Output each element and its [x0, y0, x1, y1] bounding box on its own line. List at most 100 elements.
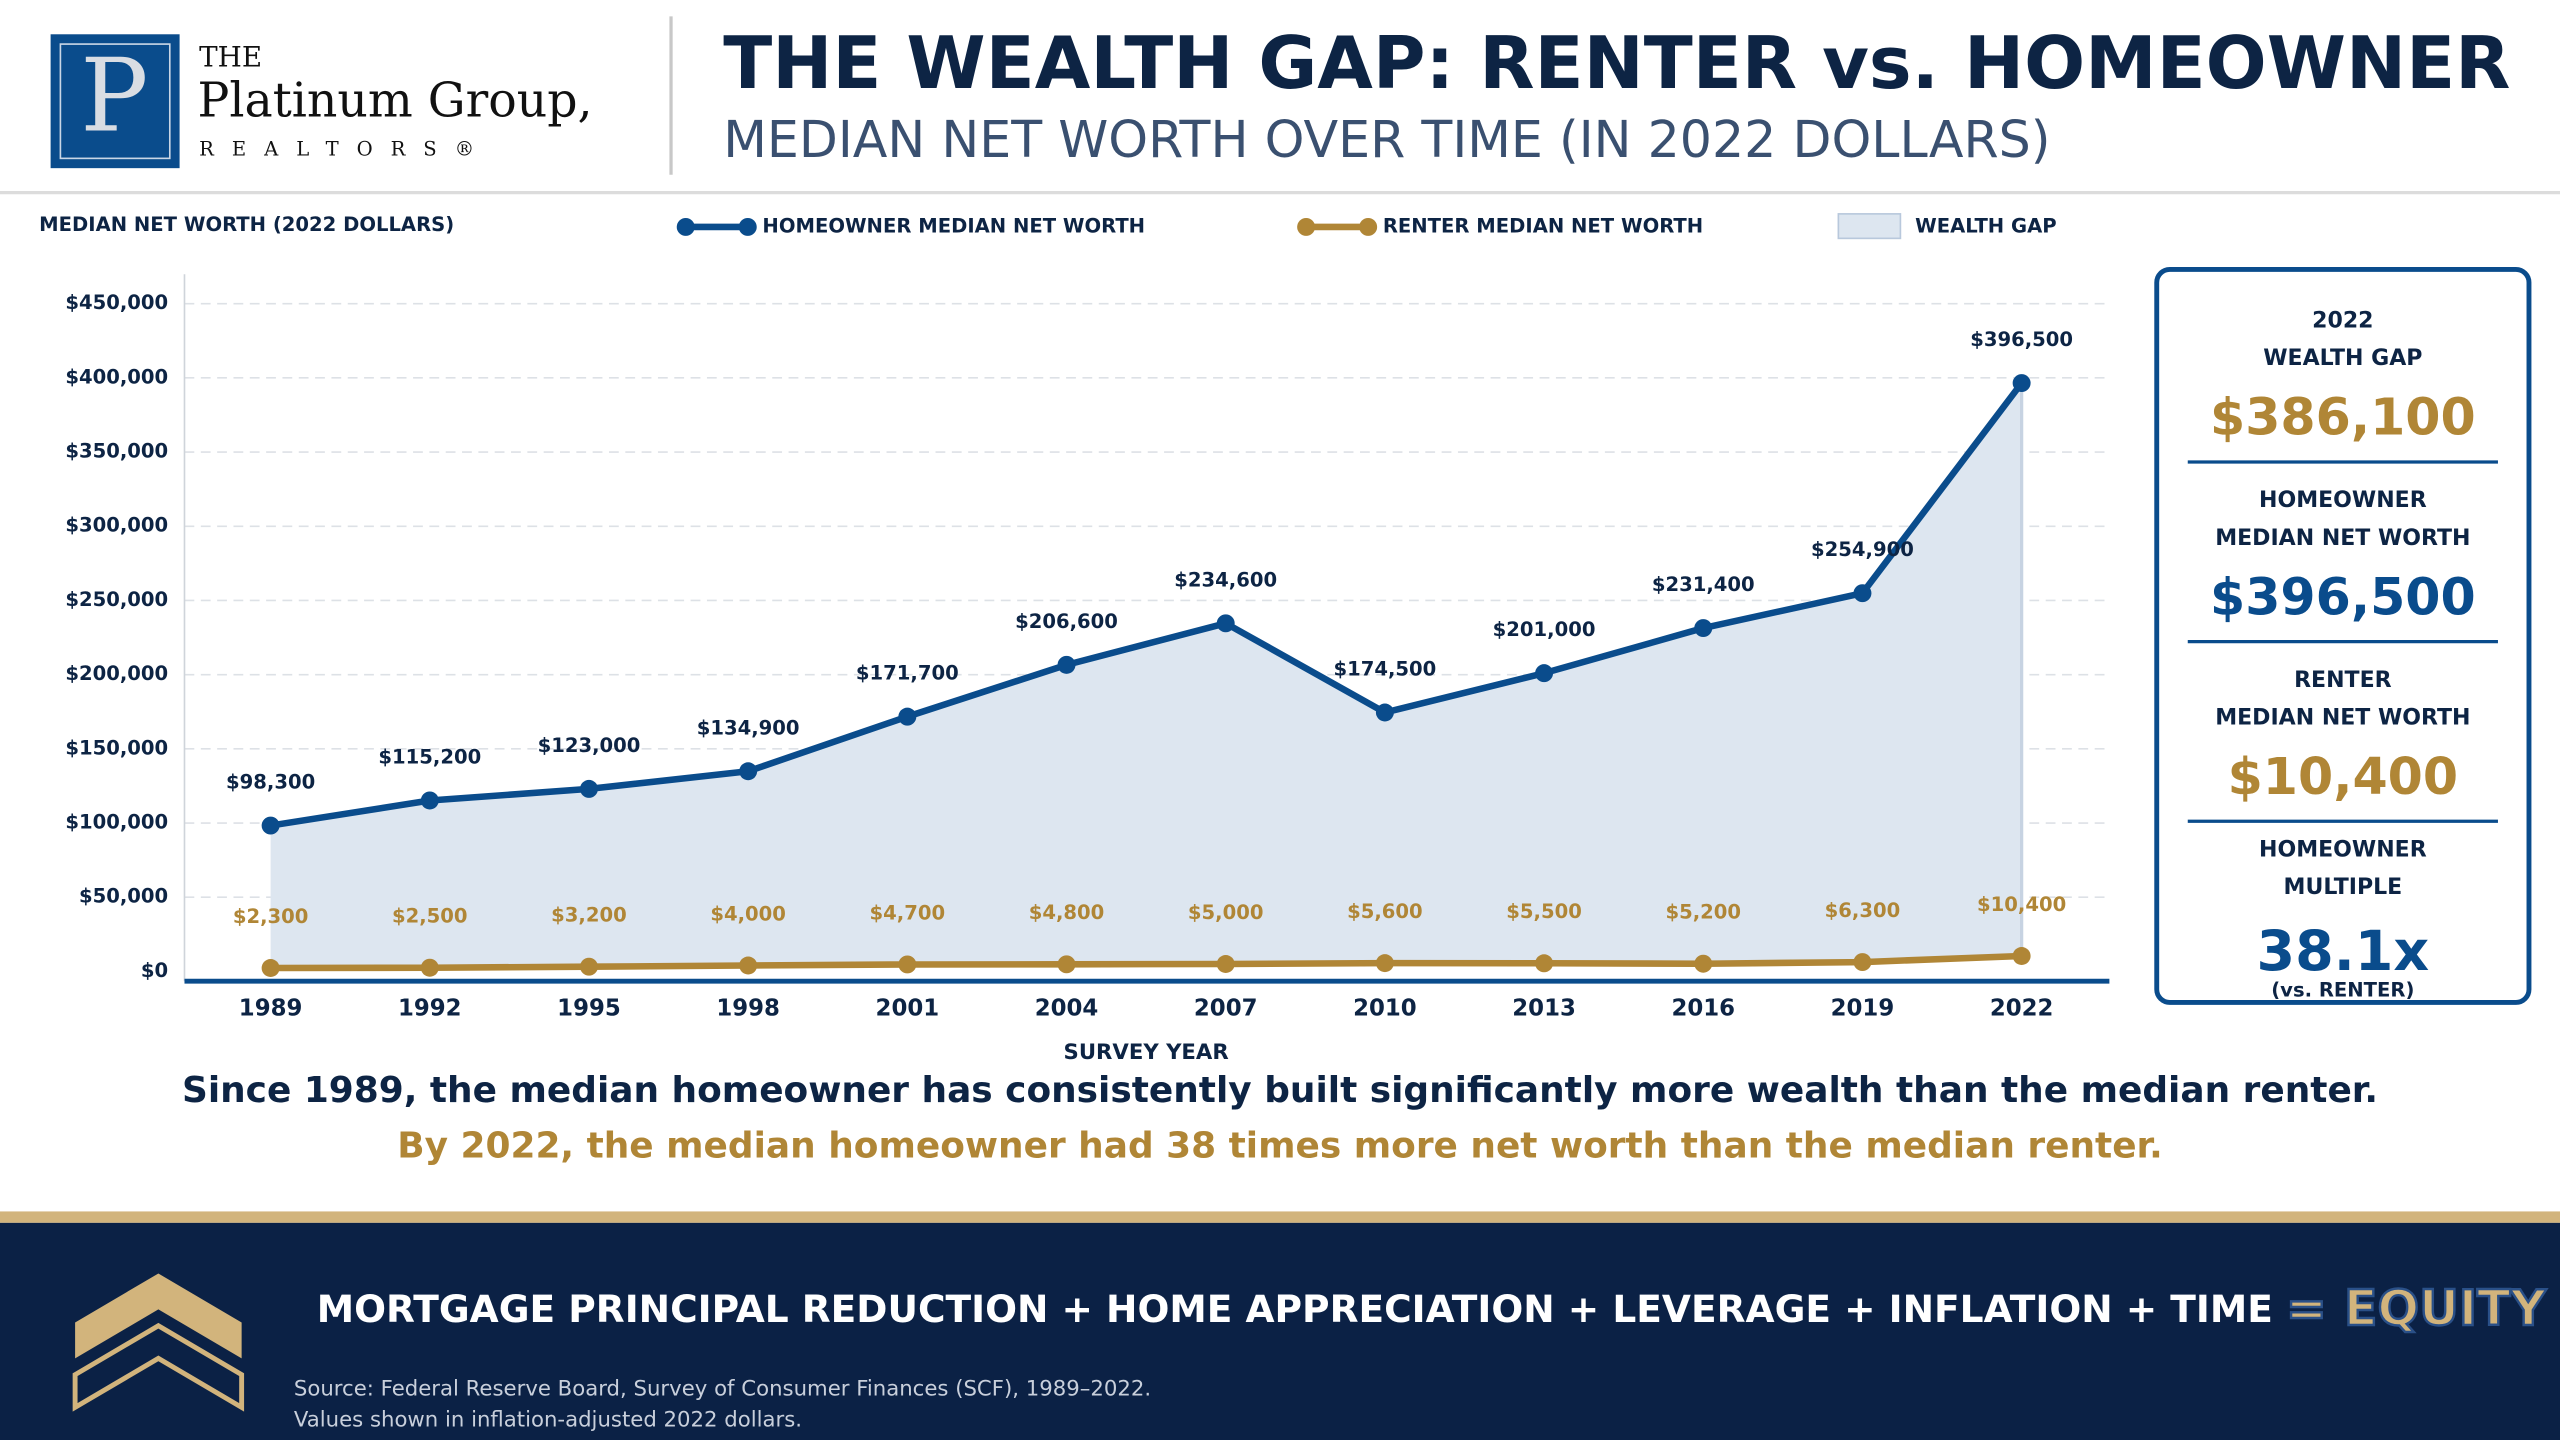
y-tick-label: $250,000	[65, 588, 168, 611]
value-label: $234,600	[1174, 568, 1277, 591]
legend-marker	[1359, 217, 1378, 236]
y-tick-label: $150,000	[65, 736, 168, 759]
legend-marker	[676, 217, 695, 236]
summary-value: $10,400	[2228, 747, 2459, 806]
x-tick-label: 1998	[716, 995, 780, 1021]
summary-panel	[2154, 266, 2532, 1005]
summary: 2022 WEALTH GAP $386,100 HOMEOWNER MEDIAN NE…	[2187, 309, 2498, 1002]
data-point	[1853, 953, 1872, 972]
x-axis-label: SURVEY YEAR	[1064, 1040, 1229, 1065]
summary-value: 38.1x	[2256, 919, 2429, 984]
x-tick-label: 2013	[1512, 995, 1576, 1021]
y-tick-label: $450,000	[65, 291, 168, 314]
formula: MORTGAGE PRINCIPAL REDUCTION + HOME APPR…	[317, 1280, 2547, 1337]
logo-the: THE	[199, 40, 262, 73]
x-tick-label: 2007	[1194, 995, 1258, 1021]
value-label: $4,800	[1029, 901, 1105, 924]
data-point	[898, 955, 917, 974]
data-point	[1375, 954, 1394, 973]
logo-sub: REALTORS®	[199, 138, 492, 161]
x-tick-label: 1992	[398, 995, 462, 1021]
value-label: $4,700	[870, 901, 946, 924]
subtitle: MEDIAN NET WORTH OVER TIME (IN 2022 DOLL…	[723, 110, 2050, 169]
data-point	[580, 779, 598, 798]
footer-icon	[75, 1273, 242, 1359]
footer-icon	[72, 1322, 245, 1412]
x-tick-label: 2001	[876, 995, 940, 1021]
x-tick-label: 2022	[1990, 995, 2054, 1021]
summary-label: MEDIAN NET WORTH	[2215, 526, 2470, 551]
value-label: $5,500	[1506, 900, 1582, 923]
x-tick-label: 1989	[239, 995, 303, 1021]
summary-value: $386,100	[2210, 388, 2476, 447]
formula-result: = EQUITY	[2286, 1280, 2547, 1337]
data-point	[739, 762, 758, 781]
value-label: $201,000	[1493, 618, 1596, 641]
y-tick-label: $200,000	[65, 662, 168, 685]
data-point	[2012, 374, 2031, 393]
data-point	[1057, 955, 1076, 974]
source: Source: Federal Reserve Board, Survey of…	[294, 1376, 1151, 1401]
summary-label: WEALTH GAP	[2263, 346, 2422, 371]
value-label: $231,400	[1652, 573, 1755, 596]
value-label: $254,900	[1811, 538, 1914, 561]
caption: Since 1989, the median homeowner has con…	[182, 1070, 2378, 1111]
data-point	[1057, 655, 1076, 674]
data-point	[739, 956, 758, 975]
title: THE WEALTH GAP: RENTER vs. HOMEOWNER	[723, 21, 2510, 105]
logo-letter: P	[80, 37, 148, 155]
value-label: $2,500	[392, 905, 468, 928]
y-tick-label: $100,000	[65, 811, 168, 834]
value-label: $206,600	[1015, 610, 1118, 633]
chart: HOMEOWNER MEDIAN NET WORTH RENTER MEDIAN …	[65, 213, 2110, 1065]
legend-marker	[1297, 217, 1316, 236]
value-label: $5,000	[1188, 901, 1264, 924]
x-tick-label: 2016	[1671, 995, 1735, 1021]
logo-frame	[59, 43, 171, 160]
legend-label: HOMEOWNER MEDIAN NET WORTH	[762, 214, 1145, 237]
logo-name: Platinum Group,	[198, 73, 593, 128]
legend-label: RENTER MEDIAN NET WORTH	[1383, 214, 1703, 237]
value-label: $396,500	[1970, 328, 2073, 351]
data-point	[1535, 664, 1554, 683]
x-tick-label: 1995	[557, 995, 621, 1021]
x-tick-label: 2004	[1035, 995, 1099, 1021]
value-label: $5,600	[1347, 900, 1423, 923]
value-label: $3,200	[551, 904, 627, 927]
data-point	[420, 791, 439, 810]
y-tick-label: $0	[141, 959, 168, 982]
data-point	[261, 959, 280, 977]
x-tick-label: 2019	[1831, 995, 1895, 1021]
data-point	[1535, 954, 1554, 973]
summary-label: RENTER	[2294, 668, 2392, 693]
series-line	[270, 952, 2022, 972]
y-tick-label: $400,000	[65, 365, 168, 388]
value-label: $4,000	[710, 902, 786, 925]
wealth-gap-area	[270, 383, 2022, 969]
value-label: $123,000	[538, 734, 641, 757]
data-point	[1216, 955, 1235, 973]
footer-strip	[0, 1211, 2560, 1223]
x-tick-label: 2010	[1353, 995, 1417, 1021]
y-axis-label: MEDIAN NET WORTH (2022 DOLLARS)	[39, 213, 454, 236]
data-point	[1694, 619, 1713, 638]
logo-mark	[50, 34, 180, 169]
value-label: $174,500	[1333, 658, 1436, 681]
value-label: $6,300	[1825, 899, 1901, 922]
summary-label: MULTIPLE	[2284, 875, 2403, 900]
value-label: $171,700	[856, 662, 959, 685]
legend-swatch	[1837, 213, 1902, 240]
value-label: $10,400	[1977, 893, 2066, 916]
value-label: $98,300	[226, 771, 315, 794]
caption: By 2022, the median homeowner had 38 tim…	[397, 1126, 2163, 1167]
summary-value: $396,500	[2210, 567, 2476, 626]
summary-label: HOMEOWNER	[2259, 838, 2427, 863]
source: Values shown in inflation-adjusted 2022 …	[294, 1407, 802, 1432]
legend-marker	[738, 217, 757, 236]
summary-label: MEDIAN NET WORTH	[2215, 705, 2470, 730]
legend-label: WEALTH GAP	[1915, 214, 2056, 237]
summary-label: HOMEOWNER	[2259, 488, 2427, 513]
footer	[0, 1222, 2560, 1440]
value-label: $134,900	[697, 716, 800, 739]
